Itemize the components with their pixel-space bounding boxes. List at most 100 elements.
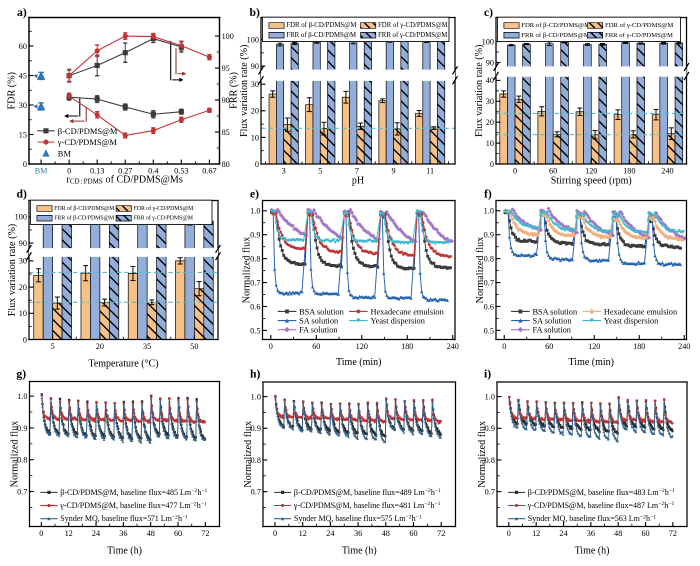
svg-text:0: 0 xyxy=(67,166,71,175)
svg-text:90: 90 xyxy=(19,239,27,248)
svg-text:72: 72 xyxy=(201,529,209,538)
svg-text:Time (h): Time (h) xyxy=(107,546,142,557)
svg-text:r o f: r o f C D / P D M S @ M s C D : P D M S xyxy=(66,162,188,188)
svg-text:S y n d: S y n d e r M Q , b a s e l i n e f l u xyxy=(528,498,659,526)
svg-text:FRR of β-CD/PDMS@M: FRR of β-CD/PDMS@M xyxy=(521,32,589,39)
svg-text:45: 45 xyxy=(19,71,27,80)
svg-text:100: 100 xyxy=(222,32,234,41)
svg-text:γ - C D: γ - C D / P D M S @ M , b a s e l i n e … xyxy=(527,485,677,513)
svg-text:Time (h): Time (h) xyxy=(575,546,610,557)
svg-text:100: 100 xyxy=(247,35,259,44)
svg-text:0: 0 xyxy=(507,529,511,538)
svg-text:120: 120 xyxy=(585,166,597,175)
svg-text:pH: pH xyxy=(352,176,364,187)
svg-text:36: 36 xyxy=(587,529,595,538)
svg-text:FRR (%): FRR (%) xyxy=(229,72,240,109)
svg-text:80: 80 xyxy=(222,160,230,169)
svg-text:SA solution: SA solution xyxy=(299,316,339,325)
svg-text:FA solution: FA solution xyxy=(299,326,338,335)
svg-text:i): i) xyxy=(484,367,491,380)
svg-text:90: 90 xyxy=(251,62,259,71)
svg-text:Normalized flux: Normalized flux xyxy=(241,237,252,304)
svg-text:0.7: 0.7 xyxy=(484,278,494,287)
svg-text:h): h) xyxy=(250,367,260,380)
svg-text:0: 0 xyxy=(513,166,517,175)
svg-text:0: 0 xyxy=(23,160,27,169)
svg-text:12: 12 xyxy=(65,529,73,538)
svg-text:c): c) xyxy=(484,6,493,19)
svg-text:120: 120 xyxy=(356,342,368,351)
svg-text:15: 15 xyxy=(19,130,27,139)
svg-text:3: 3 xyxy=(282,166,286,175)
svg-text:120: 120 xyxy=(588,342,600,351)
svg-text:FDR of β-CD/PDMS@M: FDR of β-CD/PDMS@M xyxy=(521,22,590,29)
svg-text:FRR of β-CD/PDMS@M: FRR of β-CD/PDMS@M xyxy=(54,215,115,222)
svg-text:0.7: 0.7 xyxy=(250,278,260,287)
svg-text:FDR of β-CD/PDMS@M: FDR of β-CD/PDMS@M xyxy=(54,205,115,212)
svg-text:48: 48 xyxy=(614,529,622,538)
svg-text:0: 0 xyxy=(490,160,494,169)
svg-text:48: 48 xyxy=(382,529,390,538)
svg-text:20: 20 xyxy=(486,118,494,127)
svg-text:Time (min): Time (min) xyxy=(569,357,614,368)
svg-text:FDR of γ-CD/PDMS@M: FDR of γ-CD/PDMS@M xyxy=(134,205,195,212)
svg-text:f): f) xyxy=(484,188,492,201)
svg-text:0.9: 0.9 xyxy=(17,424,27,433)
svg-text:0.8: 0.8 xyxy=(485,456,495,465)
svg-text:100: 100 xyxy=(15,213,27,222)
svg-text:Flux variation rate (%): Flux variation rate (%) xyxy=(239,44,250,137)
svg-text:Yeast dispersion: Yeast dispersion xyxy=(604,316,659,325)
svg-text:35: 35 xyxy=(143,342,151,351)
svg-text:BSA solution: BSA solution xyxy=(532,307,577,316)
svg-text:0: 0 xyxy=(255,160,259,169)
svg-text:72: 72 xyxy=(669,529,677,538)
svg-text:60: 60 xyxy=(174,529,182,538)
svg-text:0.13: 0.13 xyxy=(90,166,104,175)
svg-text:0.7: 0.7 xyxy=(251,487,261,496)
svg-text:60: 60 xyxy=(312,342,320,351)
svg-text:0.53: 0.53 xyxy=(174,166,188,175)
svg-text:95: 95 xyxy=(222,64,230,73)
svg-text:240: 240 xyxy=(447,342,459,351)
svg-text:1.0: 1.0 xyxy=(250,207,260,216)
svg-text:60: 60 xyxy=(19,42,27,51)
svg-text:Time (h): Time (h) xyxy=(342,546,377,557)
svg-text:BM: BM xyxy=(35,166,48,175)
svg-text:12: 12 xyxy=(299,529,307,538)
svg-text:γ - C D: γ - C D / P D M S @ M , b a s e l i n e … xyxy=(59,485,209,513)
svg-text:Normalized flux: Normalized flux xyxy=(243,421,254,488)
svg-text:Stirring speed (rpm): Stirring speed (rpm) xyxy=(551,176,632,187)
svg-text:180: 180 xyxy=(623,166,635,175)
svg-text:0: 0 xyxy=(502,342,506,351)
svg-text:30: 30 xyxy=(486,97,494,106)
svg-text:0.9: 0.9 xyxy=(485,424,495,433)
svg-text:20: 20 xyxy=(96,342,104,351)
svg-text:Temperature (°C): Temperature (°C) xyxy=(88,359,158,370)
svg-text:FRR of γ-CD/PDMS@M: FRR of γ-CD/PDMS@M xyxy=(605,32,673,39)
svg-text:Yeast dispersion: Yeast dispersion xyxy=(370,316,425,325)
svg-text:FDR of γ-CD/PDMS@M: FDR of γ-CD/PDMS@M xyxy=(605,22,673,29)
svg-text:0.9: 0.9 xyxy=(250,231,260,240)
svg-text:11: 11 xyxy=(426,166,434,175)
svg-text:γ - C D: γ - C D / P D M S @ M , b a s e l i n e … xyxy=(293,485,443,513)
svg-text:0: 0 xyxy=(23,335,27,344)
svg-text:85: 85 xyxy=(222,128,230,137)
svg-text:50: 50 xyxy=(190,342,198,351)
svg-text:0.9: 0.9 xyxy=(251,424,261,433)
svg-text:Flux variation rate (%): Flux variation rate (%) xyxy=(474,44,485,137)
svg-text:30: 30 xyxy=(251,80,259,89)
svg-text:36: 36 xyxy=(119,529,127,538)
svg-text:BSA solution: BSA solution xyxy=(299,307,344,316)
svg-text:0.6: 0.6 xyxy=(484,302,494,311)
svg-text:BM: BM xyxy=(58,148,72,158)
svg-text:9: 9 xyxy=(391,166,395,175)
svg-text:a): a) xyxy=(17,6,27,19)
svg-text:SA solution: SA solution xyxy=(532,316,572,325)
svg-text:36: 36 xyxy=(354,529,362,538)
svg-text:0.8: 0.8 xyxy=(484,254,494,263)
svg-text:72: 72 xyxy=(437,529,445,538)
svg-text:10: 10 xyxy=(19,309,27,318)
svg-text:10: 10 xyxy=(486,139,494,148)
svg-text:0.6: 0.6 xyxy=(250,302,260,311)
svg-text:24: 24 xyxy=(559,529,567,538)
